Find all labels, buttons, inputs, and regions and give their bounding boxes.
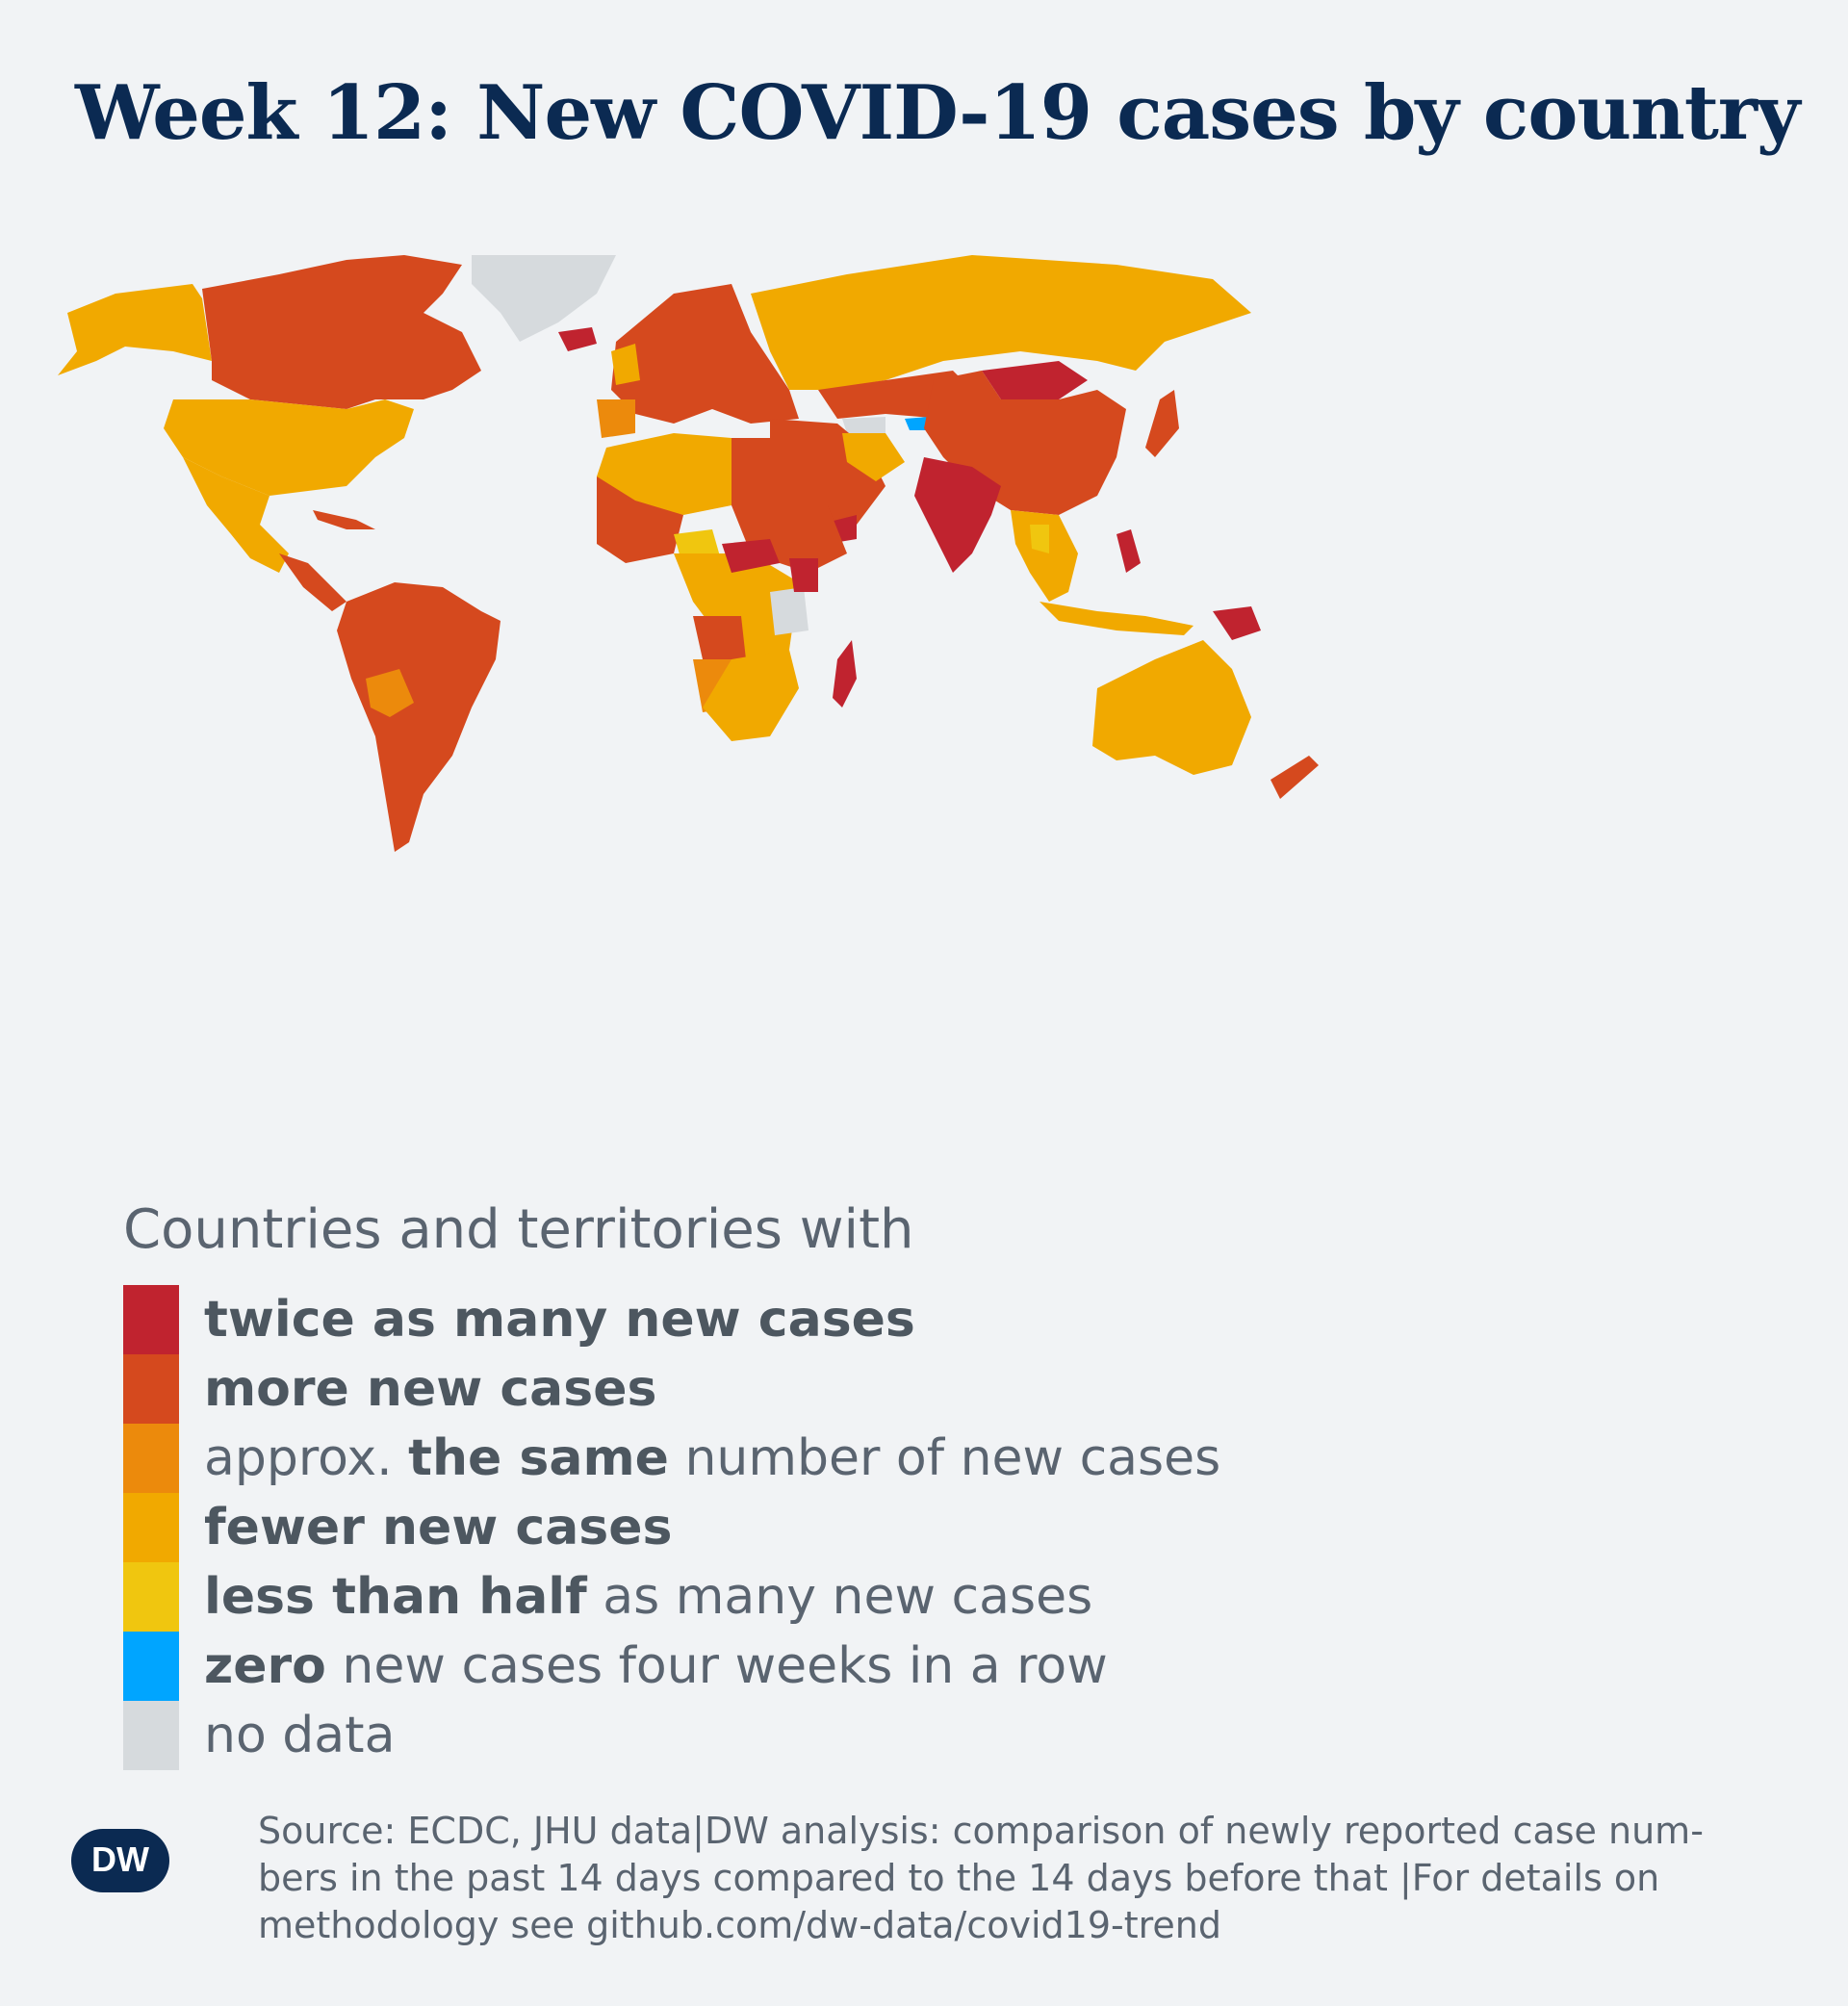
region-europe	[611, 284, 799, 424]
legend-item-nodata: no data	[123, 1701, 1220, 1770]
chart-title: Week 12: New COVID-19 cases by country	[75, 69, 1800, 157]
region-india	[914, 457, 1001, 573]
region-west-africa	[597, 476, 683, 563]
region-central-africa	[674, 553, 799, 669]
region-uk	[611, 344, 640, 385]
region-australia	[1092, 640, 1251, 775]
legend-item-fewer: fewer new cases	[123, 1493, 1220, 1562]
region-new-zealand	[1270, 756, 1319, 799]
region-africa-east	[732, 438, 847, 573]
legend-swatch	[123, 1354, 179, 1424]
world-map	[58, 255, 1790, 1150]
legend-swatch	[123, 1493, 179, 1562]
region-southern-africa	[703, 650, 799, 741]
region-thailand	[1030, 525, 1049, 553]
region-south-america	[337, 582, 500, 852]
region-mexico	[183, 457, 289, 573]
region-car	[722, 539, 780, 573]
region-angola	[693, 616, 746, 659]
region-japan	[1145, 390, 1179, 457]
svg-text:DW: DW	[91, 1839, 149, 1879]
region-usa	[164, 399, 414, 496]
region-iberia	[597, 399, 635, 438]
region-png	[1213, 606, 1261, 640]
region-iceland	[558, 327, 597, 351]
region-philippines	[1116, 529, 1141, 573]
dw-logo: DW	[69, 1827, 171, 1894]
legend-label-bold: zero	[204, 1637, 326, 1695]
region-tajikistan	[905, 417, 929, 430]
legend-item-same: approx. the same number of new cases	[123, 1424, 1220, 1493]
region-north-africa	[597, 433, 732, 515]
source-line-2: bers in the past 14 days compared to the…	[258, 1857, 1660, 1899]
source-line-3: methodology see github.com/dw-data/covid…	[258, 1904, 1221, 1946]
legend-label-bold: twice as many new cases	[204, 1291, 915, 1349]
region-turkmenistan	[842, 417, 886, 433]
legend-item-zero: zero new cases four weeks in a row	[123, 1632, 1220, 1701]
legend-label-bold: less than half	[204, 1568, 587, 1626]
region-iran	[842, 433, 905, 481]
source-note: Source: ECDC, JHU data|DW analysis: comp…	[258, 1808, 1798, 1949]
region-indonesia	[1040, 602, 1194, 635]
region-caribbean	[313, 510, 375, 529]
source-line-1: Source: ECDC, JHU data|DW analysis: comp…	[258, 1810, 1704, 1852]
legend: twice as many new cases more new cases a…	[123, 1285, 1220, 1770]
legend-item-more: more new cases	[123, 1354, 1220, 1424]
legend-label-bold: the same	[408, 1429, 669, 1487]
legend-swatch	[123, 1701, 179, 1770]
legend-swatch	[123, 1562, 179, 1632]
region-bolivia	[366, 669, 414, 717]
region-southeast-asia	[1011, 510, 1078, 602]
legend-label-bold: more new cases	[204, 1360, 657, 1418]
legend-swatch	[123, 1285, 179, 1354]
region-russia	[751, 255, 1251, 390]
legend-label-bold: fewer new cases	[204, 1499, 673, 1556]
region-alaska	[58, 284, 212, 375]
region-canada	[202, 255, 481, 409]
region-tanzania	[770, 587, 808, 635]
region-greenland	[472, 255, 616, 342]
legend-item-half: less than half as many new cases	[123, 1562, 1220, 1632]
region-central-america	[279, 553, 346, 611]
legend-heading: Countries and territories with	[123, 1198, 914, 1261]
region-mongolia	[982, 361, 1088, 399]
legend-item-twice: twice as many new cases	[123, 1285, 1220, 1354]
region-madagascar	[833, 640, 857, 707]
region-kenya	[789, 558, 818, 592]
legend-swatch	[123, 1632, 179, 1701]
legend-swatch	[123, 1424, 179, 1493]
